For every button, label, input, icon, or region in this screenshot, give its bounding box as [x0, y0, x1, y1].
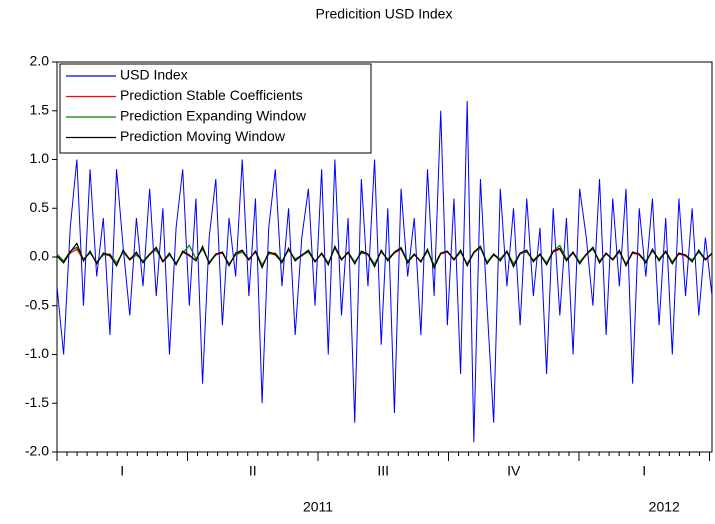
y-tick-label: 1.5 [30, 101, 50, 117]
y-tick-label: 0.5 [30, 199, 50, 215]
legend-box [59, 63, 372, 154]
x-quarter-label: III [377, 463, 389, 479]
x-quarter-label: II [249, 463, 257, 479]
legend-label: Prediction Expanding Window [120, 108, 307, 124]
x-quarter-label: IV [507, 463, 521, 479]
legend-label: Prediction Stable Coefficients [120, 87, 303, 103]
y-tick-label: -1.0 [25, 345, 49, 361]
y-tick-label: -2.0 [25, 443, 49, 459]
y-tick-label: -0.5 [25, 296, 49, 312]
x-quarter-label: I [120, 463, 124, 479]
y-tick-label: 0.0 [30, 248, 50, 264]
series-line [56, 242, 713, 270]
y-tick-label: 2.0 [30, 53, 50, 69]
y-tick-label: -1.5 [25, 394, 49, 410]
legend-label: Prediction Moving Window [120, 128, 286, 144]
chart-title: Predicition USD Index [316, 6, 453, 22]
legend-label: USD Index [120, 67, 188, 83]
x-year-label: 2011 [303, 499, 333, 515]
x-quarter-label: I [642, 463, 646, 479]
y-tick-label: 1.0 [30, 150, 50, 166]
x-year-label: 2012 [649, 499, 680, 515]
